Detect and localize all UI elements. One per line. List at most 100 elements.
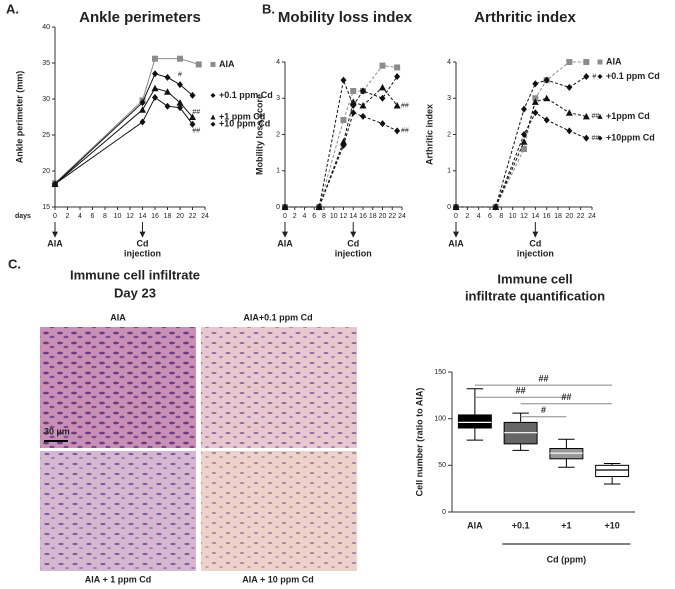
- series-line: [54, 96, 193, 185]
- image-label: AIA: [110, 312, 126, 322]
- marker: [177, 55, 183, 62]
- marker: [359, 102, 367, 109]
- y-tick-label: 2: [276, 131, 280, 138]
- x-tick-label: 16: [359, 213, 367, 220]
- marker: [379, 62, 386, 69]
- series-line: [456, 112, 587, 208]
- legend-label: AIA: [219, 59, 235, 69]
- marker: [360, 87, 366, 95]
- x-tick-label: 24: [201, 213, 209, 220]
- annotation: ##: [192, 109, 200, 116]
- marker: [453, 203, 459, 211]
- x-tick-label: +1: [561, 520, 571, 530]
- marker: [164, 102, 171, 110]
- series-line: [285, 76, 398, 208]
- x-tick-label: 6: [312, 213, 316, 220]
- x-tick-label: 20: [379, 213, 387, 220]
- marker: [521, 146, 527, 152]
- marker: [340, 76, 347, 84]
- marker: [565, 109, 573, 116]
- y-axis-label: Cell number (ratio to AIA): [414, 388, 424, 497]
- x-tick-label: 0: [53, 213, 57, 220]
- x-tick-label: 12: [520, 213, 528, 220]
- y-tick-label: 50: [438, 462, 446, 469]
- marker: [566, 59, 573, 65]
- marker: [282, 203, 288, 211]
- legend-marker: [597, 74, 603, 79]
- x-tick-label: 8: [499, 213, 503, 220]
- marker: [394, 73, 401, 80]
- y-tick-label: 3: [276, 95, 280, 102]
- event-label: AIA: [47, 238, 63, 248]
- x-tick-label: 12: [126, 213, 134, 220]
- event-label: Cd: [137, 238, 149, 248]
- chart-title: Mobility loss index: [278, 9, 413, 26]
- legend-marker: [210, 121, 216, 127]
- micrograph: [201, 451, 357, 571]
- marker: [583, 73, 590, 80]
- y-tick-label: 1: [447, 168, 451, 175]
- y-tick-label: 4: [447, 59, 451, 66]
- legend-label: +0.1 ppm Cd: [219, 90, 273, 100]
- panel-label: C.: [8, 256, 21, 271]
- event-label: AIA: [277, 238, 293, 248]
- y-tick-label: 2: [447, 131, 451, 138]
- x-axis-label: days: [15, 213, 31, 220]
- marker: [379, 83, 386, 91]
- box: [595, 464, 630, 478]
- y-tick-label: 40: [42, 24, 50, 31]
- micrograph: [201, 327, 357, 448]
- x-tick-label: 18: [164, 213, 172, 220]
- x-tick-label: 14: [139, 213, 147, 220]
- annotation: #: [592, 73, 596, 80]
- x-tick-label: 4: [477, 213, 481, 220]
- marker: [350, 109, 357, 117]
- marker: [152, 55, 158, 62]
- x-tick-label: 10: [330, 213, 338, 220]
- annotation: ##: [592, 113, 600, 120]
- x-tick-label: 4: [78, 213, 82, 220]
- significance-label: ##: [516, 386, 526, 396]
- marker: [316, 203, 323, 211]
- legend-label: +0.1 ppm Cd: [606, 71, 660, 81]
- x-tick-label: 22: [577, 213, 585, 220]
- x-tick-label: 22: [189, 213, 197, 220]
- series-line: [54, 73, 193, 185]
- micrograph: [40, 327, 196, 448]
- y-tick-label: 3: [447, 95, 451, 102]
- series-line: [285, 65, 398, 208]
- x-tick-label: 20: [176, 213, 184, 220]
- image-subtitle: Day 23: [114, 285, 156, 300]
- marker: [394, 64, 401, 71]
- micrograph: [40, 451, 196, 571]
- y-tick-label: 35: [42, 60, 50, 67]
- marker: [543, 94, 551, 102]
- marker: [360, 112, 366, 120]
- marker: [189, 91, 196, 99]
- panel-label: A.: [6, 1, 19, 16]
- significance-label: #: [541, 405, 546, 415]
- marker: [521, 105, 527, 113]
- event-label: Cd: [529, 238, 541, 248]
- x-tick-label: +10: [604, 520, 619, 530]
- marker: [177, 81, 183, 89]
- x-tick-label: 22: [388, 213, 396, 220]
- x-tick-label: 14: [531, 213, 539, 220]
- group-label: Cd (ppm): [547, 554, 587, 564]
- event-label: injection: [517, 248, 554, 258]
- x-tick-label: 16: [151, 213, 159, 220]
- x-tick-label: 14: [349, 213, 357, 220]
- chart-title: Arthritic index: [474, 9, 576, 26]
- chart-title: infiltrate quantification: [465, 288, 605, 303]
- marker: [532, 109, 539, 117]
- series-line: [456, 76, 587, 208]
- y-axis-label: Mobility loss score: [254, 94, 264, 175]
- marker: [340, 141, 347, 149]
- x-tick-label: 6: [488, 213, 492, 220]
- marker: [189, 120, 196, 128]
- legend-marker: [210, 92, 216, 98]
- marker: [176, 99, 184, 106]
- marker: [531, 98, 539, 105]
- marker: [379, 120, 386, 128]
- x-tick-label: 0: [283, 213, 287, 220]
